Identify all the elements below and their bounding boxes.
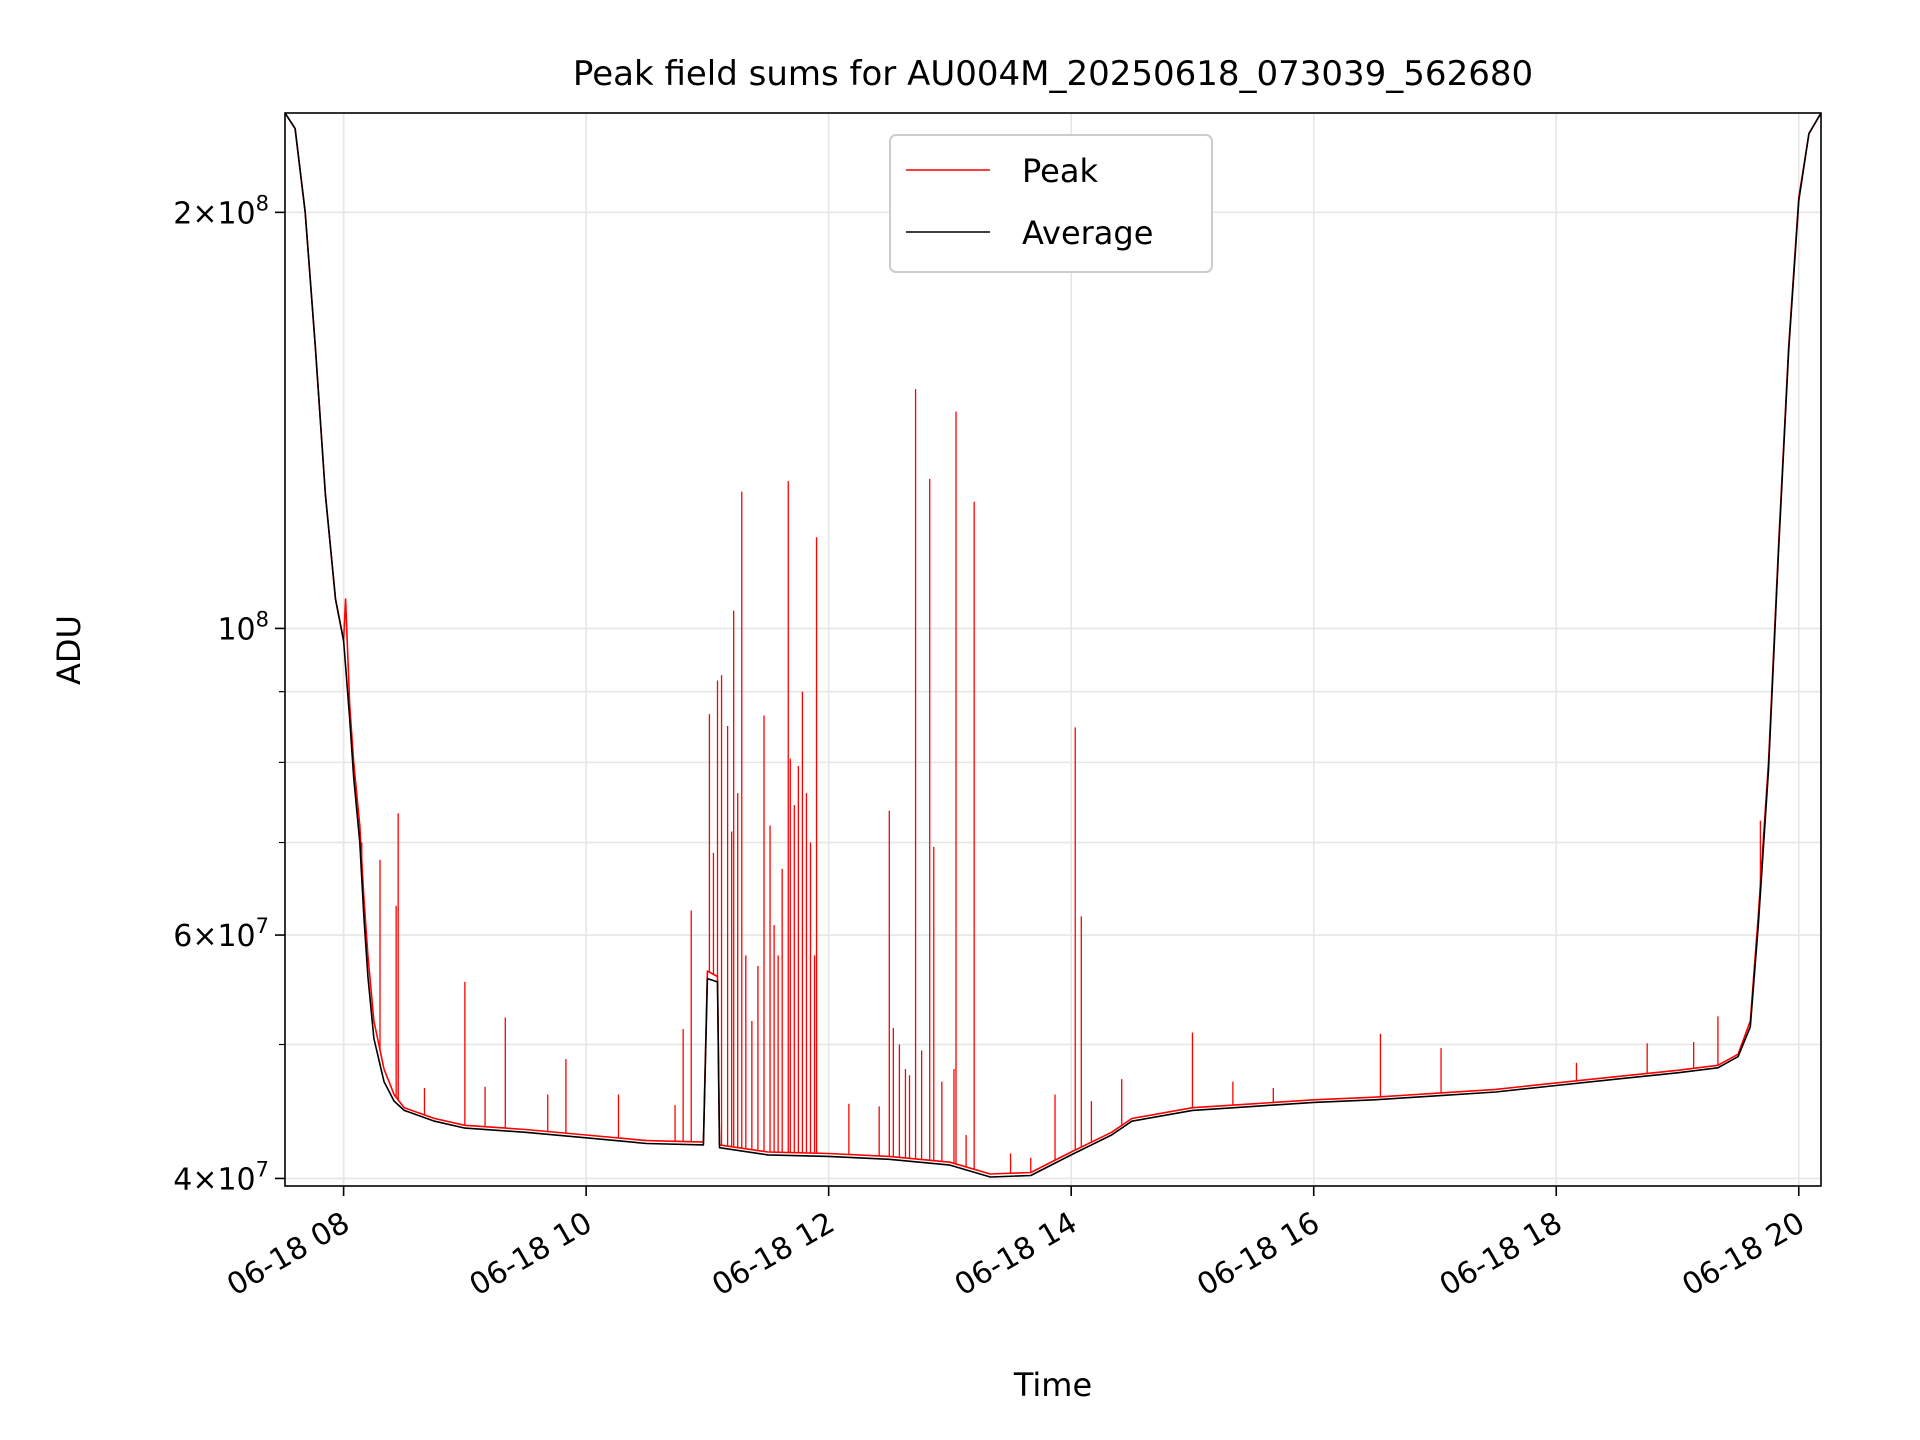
y-tick-times-sign: ×10	[192, 1162, 255, 1197]
peak-series-line	[285, 113, 1821, 1175]
y-tick-mantissa: 2	[173, 196, 192, 231]
average-series-line	[285, 113, 1821, 1178]
legend-label-peak: Peak	[1022, 152, 1098, 190]
y-tick-exponent: 7	[256, 1157, 269, 1181]
y-tick-times-sign: ×10	[192, 919, 255, 954]
y-axis-label: ADU	[50, 615, 88, 685]
y-tick-exponent: 8	[256, 607, 269, 631]
y-tick-label: 108	[217, 607, 269, 647]
y-tick-exponent: 8	[256, 191, 269, 215]
y-tick-base: 10	[217, 612, 255, 647]
series-group	[285, 113, 1821, 1178]
plot-frame	[284, 112, 1822, 1187]
chart-title: Peak field sums for AU004M_20250618_0730…	[573, 54, 1533, 94]
y-tick-exponent: 7	[256, 914, 269, 938]
legend-label-average: Average	[1022, 214, 1153, 252]
legend: Peak Average	[889, 134, 1213, 273]
y-tick-mantissa: 6	[173, 919, 192, 954]
x-axis-label: Time	[1013, 1366, 1092, 1404]
y-tick-label: 2×108	[173, 191, 269, 231]
plot-series	[285, 113, 1821, 1178]
y-tick-mantissa: 4	[173, 1162, 192, 1197]
y-tick-label: 6×107	[173, 914, 269, 954]
y-tick-label: 4×107	[173, 1157, 269, 1197]
y-tick-times-sign: ×10	[192, 196, 255, 231]
